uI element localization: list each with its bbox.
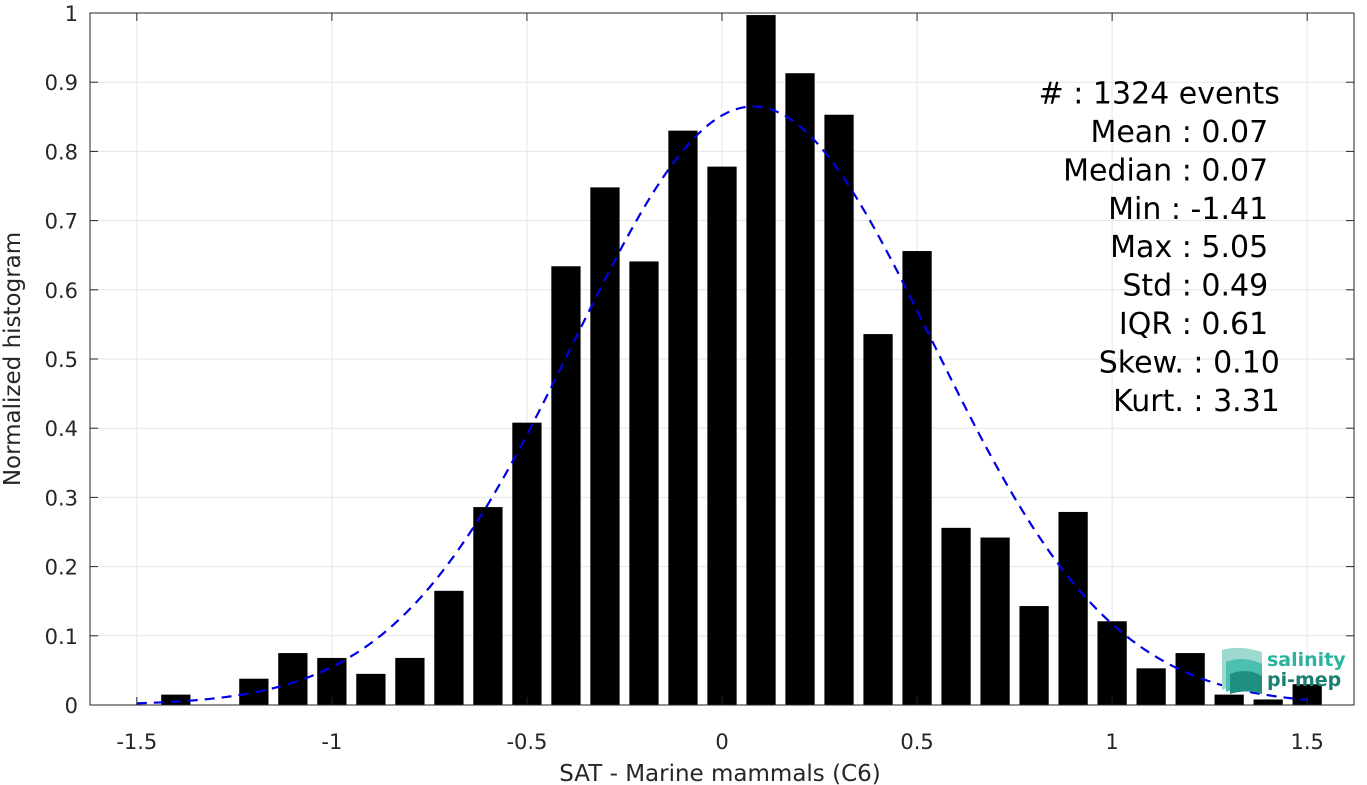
- histogram-bar-14: [746, 15, 776, 706]
- histogram-bar-13: [707, 166, 737, 705]
- histogram-bar-7: [473, 507, 503, 705]
- y-tick-label-0: 0: [65, 694, 78, 718]
- y-axis-label: Normalized histogram: [0, 232, 26, 486]
- y-tick-label-9: 0.9: [45, 71, 78, 95]
- stat-line-1: Mean : 0.07: [1090, 115, 1268, 150]
- y-tick-label-2: 0.2: [45, 556, 78, 580]
- x-tick-label-2: -0.5: [506, 730, 547, 754]
- histogram-bar-27: [1253, 699, 1283, 705]
- stat-line-0: # : 1324 events: [1039, 77, 1280, 112]
- stat-line-5: Std : 0.49: [1122, 269, 1268, 304]
- histogram-bar-0: [161, 694, 191, 705]
- histogram-bar-20: [980, 537, 1010, 705]
- histogram-bar-23: [1097, 621, 1127, 705]
- histogram-bars: [161, 15, 1322, 706]
- x-axis-label: SAT - Marine mammals (C6): [559, 761, 881, 785]
- x-tick-label-4: 0.5: [900, 730, 933, 754]
- stat-line-2: Median : 0.07: [1063, 153, 1268, 188]
- stat-line-4: Max : 5.05: [1110, 230, 1268, 265]
- stat-line-7: Skew. : 0.10: [1099, 345, 1280, 380]
- y-tick-label-1: 0.1: [45, 625, 78, 649]
- histogram-bar-18: [902, 251, 932, 705]
- x-tick-label-5: 1: [1105, 730, 1118, 754]
- histogram-bar-19: [941, 527, 971, 705]
- histogram-bar-24: [1136, 668, 1166, 705]
- y-axis-ticks: 0 0.1 0.2 0.3 0.4 0.5 0.6 0.7 0.8 0.9 1: [45, 2, 1354, 718]
- histogram-bar-26: [1214, 694, 1244, 705]
- histogram-bar-15: [785, 73, 815, 706]
- y-tick-label-3: 0.3: [45, 486, 78, 510]
- logo-text-pimep: pi-mep: [1267, 669, 1341, 691]
- y-tick-label-8: 0.8: [45, 140, 78, 164]
- histogram-bar-1: [239, 678, 269, 705]
- histogram-bar-22: [1058, 511, 1088, 705]
- y-tick-label-10: 1: [65, 2, 78, 26]
- x-tick-label-3: 0: [715, 730, 728, 754]
- y-tick-label-6: 0.6: [45, 279, 78, 303]
- histogram-bar-28: [1292, 684, 1322, 705]
- logo-text-salinity: salinity: [1267, 649, 1346, 671]
- y-tick-label-4: 0.4: [45, 417, 78, 441]
- histogram-bar-4: [356, 673, 386, 705]
- histogram-bar-12: [668, 130, 698, 705]
- stat-line-3: Min : -1.41: [1108, 192, 1268, 227]
- y-tick-label-5: 0.5: [45, 348, 78, 372]
- x-tick-label-1: -1: [321, 730, 342, 754]
- x-tick-label-6: 1.5: [1290, 730, 1323, 754]
- histogram-bar-6: [434, 590, 464, 705]
- histogram-bar-21: [1019, 606, 1049, 705]
- histogram-bar-25: [1175, 653, 1205, 705]
- x-tick-label-0: -1.5: [116, 730, 157, 754]
- histogram-bar-9: [551, 266, 581, 705]
- histogram-bar-2: [278, 653, 308, 705]
- gaussian-fit-curve: [136, 105, 1308, 705]
- histogram-bar-8: [512, 422, 542, 705]
- histogram-bar-17: [863, 334, 893, 705]
- histogram-bar-16: [824, 114, 854, 705]
- histogram-bar-10: [590, 187, 620, 705]
- stat-line-6: IQR : 0.61: [1119, 307, 1268, 342]
- histogram-bar-5: [395, 657, 425, 705]
- x-axis-ticks: -1.5 -1 -0.5 0 0.5 1 1.5: [116, 13, 1324, 754]
- stat-line-8: Kurt. : 3.31: [1113, 384, 1280, 419]
- y-tick-label-7: 0.7: [45, 210, 78, 234]
- wave-logo-icon: [1222, 647, 1262, 694]
- histogram-bar-11: [629, 261, 659, 705]
- salinity-pimep-logo: salinity pi-mep: [1222, 647, 1346, 694]
